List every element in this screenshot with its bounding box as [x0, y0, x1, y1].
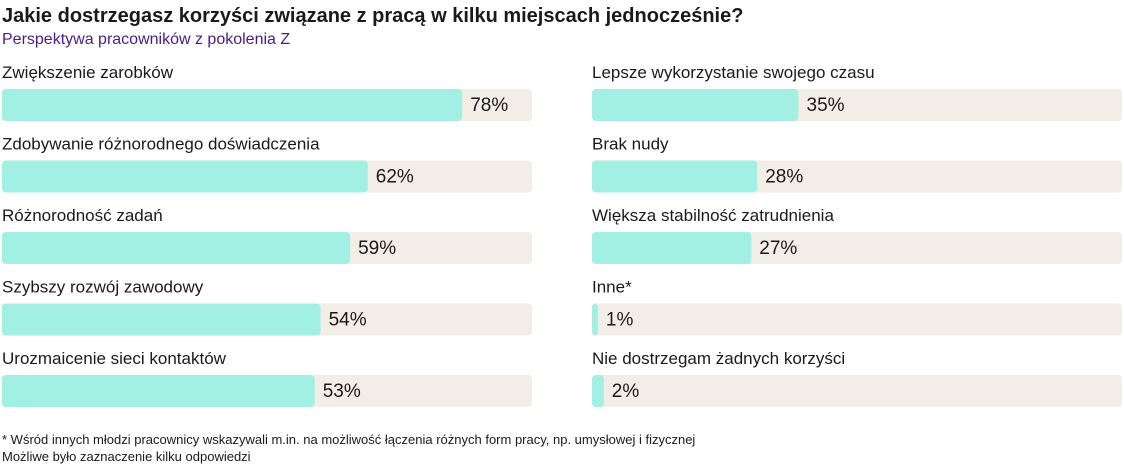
footnote: * Wśród innych młodzi pracownicy wskazyw… [2, 432, 695, 447]
value-label: 2% [612, 381, 640, 402]
value-label: 62% [376, 167, 414, 188]
bar [2, 375, 315, 407]
bar [592, 375, 604, 407]
chart-subtitle: Perspektywa pracowników z pokolenia Z [2, 31, 290, 48]
category-label: Zdobywanie różnorodnego doświadczenia [2, 135, 320, 154]
category-label: Zwiększenie zarobków [2, 63, 174, 82]
category-label: Szybszy rozwój zawodowy [2, 278, 204, 297]
value-label: 35% [807, 95, 845, 116]
category-label: Lepsze wykorzystanie swojego czasu [592, 63, 875, 82]
value-label: 78% [470, 95, 508, 116]
bar [2, 303, 321, 336]
category-label: Większa stabilność zatrudnienia [592, 206, 834, 225]
category-label: Urozmaicenie sieci kontaktów [2, 349, 227, 368]
bar [592, 89, 799, 121]
bar [592, 303, 598, 336]
chart-title: Jakie dostrzegasz korzyści związane z pr… [2, 5, 743, 27]
bar [592, 160, 758, 193]
value-label: 59% [358, 238, 396, 259]
value-label: 53% [323, 381, 361, 402]
bar [592, 232, 752, 264]
category-label: Nie dostrzegam żadnych korzyści [592, 349, 845, 368]
bar [2, 89, 463, 121]
category-label: Różnorodność zadań [2, 206, 163, 225]
bar [2, 232, 351, 264]
category-label: Inne* [592, 278, 632, 297]
footnote: Możliwe było zaznaczenie kilku odpowiedz… [2, 449, 251, 464]
value-label: 27% [759, 238, 797, 259]
value-label: 1% [606, 310, 634, 331]
value-label: 28% [765, 167, 803, 188]
bar [2, 160, 368, 193]
category-label: Brak nudy [592, 135, 669, 154]
bar-track [592, 303, 1122, 336]
bar-track [592, 375, 1122, 407]
value-label: 54% [329, 310, 367, 331]
